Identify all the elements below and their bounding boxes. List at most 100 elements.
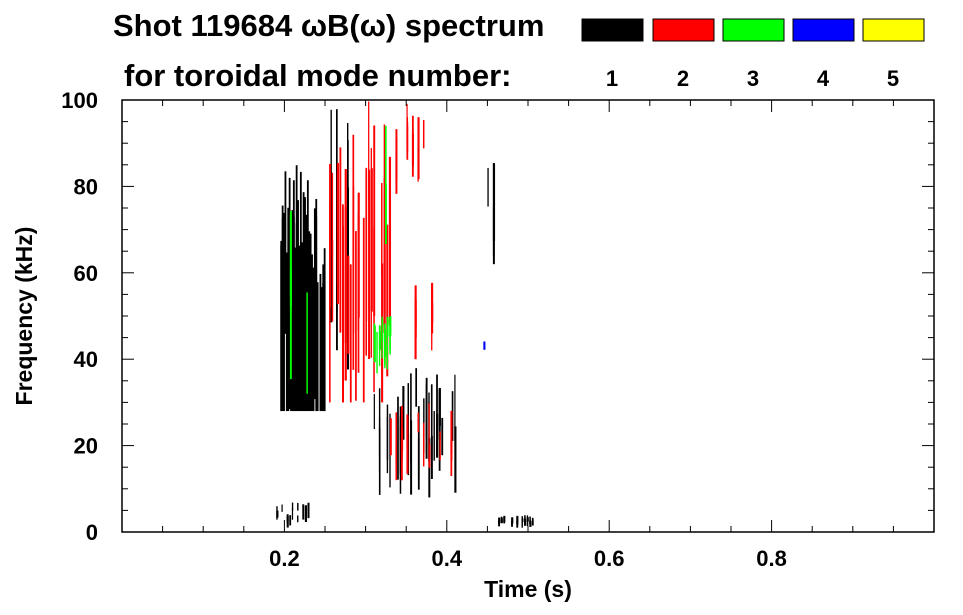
streak xyxy=(295,223,298,412)
streak xyxy=(406,126,409,153)
streak xyxy=(430,384,433,460)
legend-label-mode-4: 4 xyxy=(817,66,830,91)
streak xyxy=(389,317,391,355)
streak xyxy=(406,414,408,447)
streak xyxy=(294,248,297,412)
legend-swatch-mode-3 xyxy=(722,18,785,42)
x-tick-label: 0.8 xyxy=(756,546,787,571)
streak xyxy=(425,398,428,437)
streak xyxy=(438,387,441,427)
feature-mode-1-5 xyxy=(487,163,496,265)
streak xyxy=(531,517,534,526)
streak xyxy=(410,420,413,495)
feature-mode-3-11 xyxy=(289,210,308,394)
legend: 1 2 3 4 5 xyxy=(581,18,925,91)
streak xyxy=(397,396,399,480)
streak xyxy=(483,341,486,350)
streak xyxy=(516,515,519,525)
streak xyxy=(454,374,456,441)
streak xyxy=(389,316,392,336)
streak xyxy=(285,294,288,412)
streak xyxy=(307,502,310,519)
streak xyxy=(383,124,386,309)
streak xyxy=(365,212,367,350)
streak xyxy=(386,329,388,370)
streak xyxy=(320,287,323,412)
legend-swatch-mode-1 xyxy=(581,18,644,42)
streak xyxy=(297,502,299,511)
x-tick-label: 0.4 xyxy=(432,546,463,571)
streak xyxy=(302,504,305,520)
streak xyxy=(400,436,403,481)
streak xyxy=(436,413,439,458)
streak xyxy=(407,383,409,444)
streak xyxy=(526,520,529,527)
streak xyxy=(336,236,338,350)
streak xyxy=(347,255,350,354)
streak xyxy=(297,515,299,523)
streak xyxy=(378,331,382,351)
streak xyxy=(422,120,425,149)
streak xyxy=(306,292,308,394)
streak xyxy=(302,192,305,407)
streak xyxy=(308,231,311,404)
streak xyxy=(280,245,283,412)
streak xyxy=(439,431,441,461)
streak xyxy=(386,416,389,474)
streak xyxy=(336,192,339,284)
streak xyxy=(352,186,355,370)
streak xyxy=(288,177,291,410)
streak xyxy=(395,443,397,481)
streak xyxy=(336,109,338,313)
chart-title: Shot 119684 ωB(ω) spectrum for toroidal … xyxy=(113,8,544,93)
title-line-2: for toroidal mode number: xyxy=(124,58,512,93)
feature-mode-2-7 xyxy=(395,103,425,194)
streak xyxy=(386,224,389,377)
y-axis-label: Frequency (kHz) xyxy=(11,227,37,406)
streak xyxy=(487,167,489,207)
streak xyxy=(306,180,309,367)
streak xyxy=(292,180,295,412)
streak xyxy=(298,245,301,412)
streak xyxy=(299,171,302,353)
legend-swatch-mode-2 xyxy=(652,18,715,42)
streak xyxy=(312,267,315,412)
streak xyxy=(406,420,409,474)
y-tick-label: 80 xyxy=(74,174,98,199)
feature-mode-1-4 xyxy=(498,515,534,528)
streak xyxy=(498,517,501,524)
streak xyxy=(399,425,402,494)
streak xyxy=(319,273,322,412)
feature-mode-4-13 xyxy=(483,341,486,350)
streak xyxy=(381,316,383,359)
streak xyxy=(373,325,376,363)
streak xyxy=(492,163,496,241)
feature-mode-2-8 xyxy=(389,403,453,481)
streak xyxy=(384,329,387,357)
x-tick-label: 0.2 xyxy=(269,546,300,571)
streak xyxy=(384,125,387,220)
streak xyxy=(368,169,371,360)
streak xyxy=(370,148,372,358)
streak xyxy=(284,171,287,334)
streak xyxy=(323,248,326,412)
y-tick-label: 60 xyxy=(74,261,98,286)
legend-swatch-mode-5 xyxy=(862,18,925,42)
streak xyxy=(417,412,420,433)
y-tick-label: 20 xyxy=(74,434,98,459)
streak xyxy=(411,133,414,166)
streak xyxy=(322,264,325,412)
streak xyxy=(291,502,294,511)
axis-ticks xyxy=(122,99,934,533)
streak xyxy=(503,516,506,524)
streak xyxy=(330,172,333,323)
streak xyxy=(388,156,392,326)
streak xyxy=(441,417,444,456)
streak xyxy=(498,520,501,524)
streak xyxy=(428,403,430,451)
streak xyxy=(329,202,331,403)
streak xyxy=(524,515,526,522)
streak xyxy=(450,410,453,454)
streak xyxy=(368,101,370,201)
streak xyxy=(431,282,434,334)
